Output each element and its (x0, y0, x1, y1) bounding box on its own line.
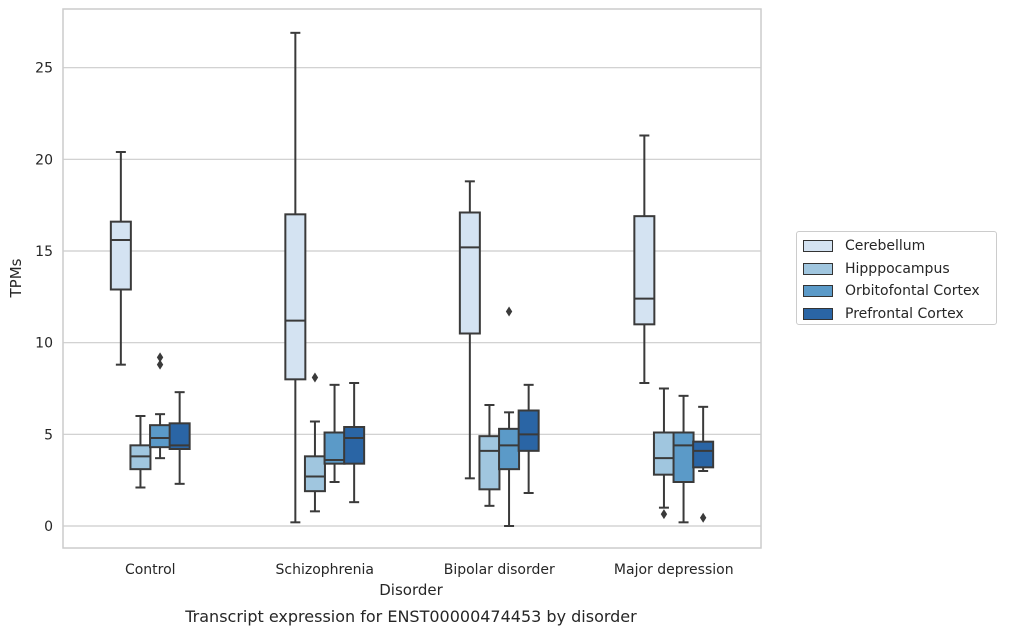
outlier-point (699, 512, 707, 523)
legend-swatch (803, 262, 833, 275)
y-tick-label: 5 (44, 427, 53, 443)
y-tick-label: 10 (35, 336, 53, 352)
box-cerebellum (458, 180, 481, 480)
boxes (109, 31, 715, 527)
box-hipppocampus (129, 415, 152, 489)
x-axis-label: Disorder (379, 581, 443, 599)
iqr-box (284, 213, 307, 381)
legend-swatch (803, 307, 833, 320)
legend-item: Cerebellum (803, 235, 996, 258)
box-prefrontal-cortex (517, 383, 540, 494)
outlier-point (660, 509, 668, 520)
box-orbitofontal-cortex (498, 306, 521, 527)
box-hipppocampus (652, 387, 675, 520)
legend-label: Hipppocampus (845, 260, 950, 277)
box-prefrontal-cortex (692, 405, 715, 523)
x-tick-labels: Control Schizophrenia Bipolar disorder Majo… (125, 562, 734, 578)
outlier-point (505, 306, 513, 317)
legend-item: Orbitofontal Cortex (803, 280, 996, 303)
x-tick-label: Control (125, 562, 176, 578)
x-tick-label: Schizophrenia (276, 562, 374, 578)
box-cerebellum (284, 31, 307, 524)
outlier-point (311, 372, 319, 383)
x-tick-label: Major depression (614, 562, 734, 578)
iqr-box (109, 220, 132, 291)
outlier-point (156, 352, 164, 363)
iqr-box (149, 424, 172, 449)
iqr-box (303, 455, 326, 493)
plot-frame (62, 8, 762, 549)
figure-caption: Transcript expression for ENST0000047445… (184, 607, 637, 626)
box-orbitofontal-cortex (323, 383, 346, 483)
box-cerebellum (109, 151, 132, 366)
iqr-box (168, 422, 191, 451)
legend: Cerebellum Hipppocampus Orbitofontal Corte… (796, 231, 997, 325)
y-axis-label: TPMs (7, 258, 25, 298)
y-tick-labels: 0 5 10 15 20 25 (35, 61, 53, 535)
legend-label: Orbitofontal Cortex (845, 283, 980, 300)
outlier-point (156, 359, 164, 370)
iqr-box (517, 409, 540, 452)
y-tick-label: 15 (35, 244, 53, 260)
box-orbitofontal-cortex (149, 352, 172, 460)
iqr-box (458, 211, 481, 335)
box-hipppocampus (478, 404, 501, 507)
iqr-box (478, 435, 501, 491)
iqr-box (692, 440, 715, 469)
x-tick-label: Bipolar disorder (444, 562, 555, 578)
legend-label: Prefrontal Cortex (845, 305, 964, 322)
legend-swatch (803, 285, 833, 298)
legend-item: Prefrontal Cortex (803, 303, 996, 326)
legend-item: Hipppocampus (803, 258, 996, 281)
y-tick-label: 25 (35, 61, 53, 77)
iqr-box (498, 427, 521, 471)
box-cerebellum (633, 134, 656, 384)
y-tick-label: 0 (44, 519, 53, 535)
iqr-box (343, 426, 366, 465)
y-tick-label: 20 (35, 152, 53, 168)
box-prefrontal-cortex (168, 391, 191, 485)
iqr-box (672, 431, 695, 483)
iqr-box (323, 431, 346, 465)
box-orbitofontal-cortex (672, 394, 695, 524)
box-prefrontal-cortex (343, 382, 366, 504)
box-hipppocampus (303, 372, 326, 513)
legend-label: Cerebellum (845, 238, 926, 255)
iqr-box (652, 431, 675, 476)
legend-swatch (803, 240, 833, 253)
iqr-box (633, 215, 656, 326)
